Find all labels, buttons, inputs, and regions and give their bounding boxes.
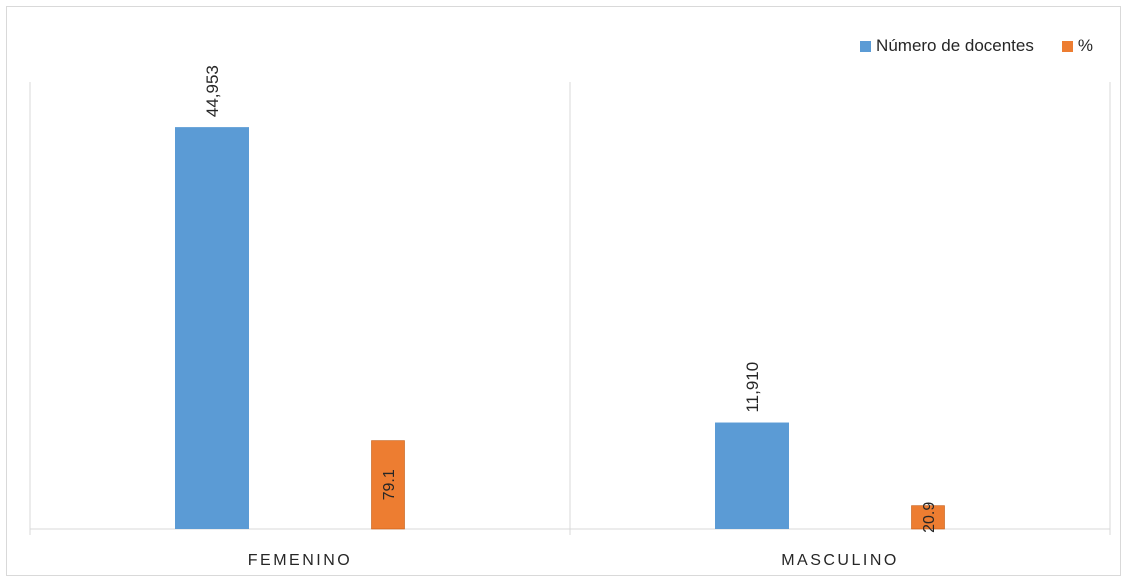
data-label-percent-femenino: 79.1: [381, 469, 398, 500]
data-label-docentes-femenino: 44,953: [203, 65, 222, 117]
legend-label-percent: %: [1077, 36, 1093, 55]
data-label-box-percent-masculino: [911, 505, 945, 530]
legend-swatch-docentes: [860, 40, 872, 52]
legend-swatch-percent: [1061, 40, 1073, 52]
plot-area: 44,953 79.1 FEMENINO 11,910 20.9 MASCULINO: [29, 65, 1111, 569]
data-label-docentes-masculino: 11,910: [743, 362, 762, 413]
x-tick-label-masculino: MASCULINO: [781, 552, 899, 569]
legend: Número de docentes %: [832, 36, 1093, 56]
data-label-percent-masculino: 20.9: [921, 502, 938, 533]
legend-label-docentes: Número de docentes: [876, 36, 1034, 55]
legend-item-docentes: Número de docentes: [860, 36, 1034, 56]
data-label-box-percent-femenino: [371, 440, 405, 530]
bar-docentes-femenino: [175, 127, 249, 529]
bar-docentes-masculino: [715, 422, 789, 529]
x-tick-label-femenino: FEMENINO: [248, 552, 352, 569]
legend-item-percent: %: [1061, 36, 1093, 56]
